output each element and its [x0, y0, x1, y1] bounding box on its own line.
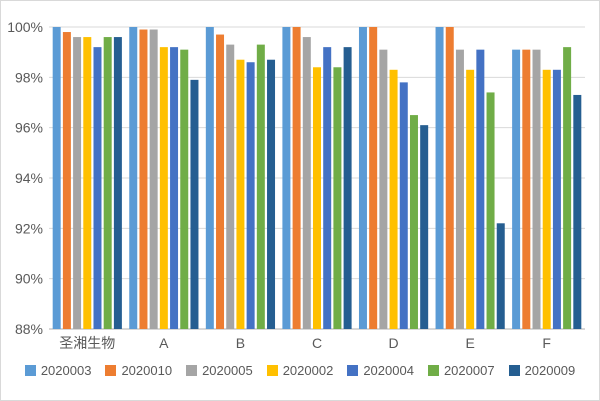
bar-2020005-C	[302, 37, 311, 330]
bar-2020002-D	[389, 69, 398, 330]
legend-label-2020009: 2020009	[524, 363, 576, 378]
legend-label-2020010: 2020010	[121, 363, 173, 378]
bar-2020005-B	[226, 44, 235, 329]
bar-2020009-C	[343, 47, 352, 330]
legend-swatch-2020009	[508, 365, 520, 376]
y-tick-label: 92%	[15, 220, 43, 236]
legend-swatch-2020007	[427, 365, 439, 376]
bar-2020007-A	[180, 49, 189, 330]
legend-label-2020002: 2020002	[282, 363, 334, 378]
legend-item-2020005: 2020005	[186, 363, 253, 378]
bar-2020003-A	[129, 27, 138, 329]
bar-2020004-A	[170, 47, 179, 330]
bar-2020007-F	[563, 47, 572, 330]
bar-2020009-F	[573, 94, 582, 329]
bar-2020003-E	[435, 27, 444, 329]
bar-2020003-D	[358, 27, 367, 329]
y-tick-label: 88%	[15, 321, 43, 337]
bar-2020002-A	[159, 47, 168, 330]
bar-2020004-B	[246, 62, 255, 329]
bar-2020005-E	[455, 49, 464, 330]
y-tick-label: 94%	[15, 170, 43, 186]
legend-label-2020007: 2020007	[443, 363, 495, 378]
legend-swatch-2020004	[347, 365, 359, 376]
category-label-F: F	[542, 335, 551, 351]
bar-2020004-C	[323, 47, 332, 330]
bar-2020010-E	[445, 27, 454, 329]
bar-2020005-A	[149, 29, 158, 330]
legend-label-2020004: 2020004	[363, 363, 414, 378]
bar-2020004-E	[476, 49, 485, 330]
bar-2020002-E	[466, 69, 475, 330]
category-label-D: D	[389, 335, 399, 351]
bar-2020010-B	[216, 34, 225, 330]
bar-2020002-F	[542, 69, 551, 330]
bar-2020009-B	[267, 59, 276, 329]
bar-2020007-D	[409, 115, 418, 329]
y-tick-label: 96%	[15, 120, 43, 136]
legend: 2020003 2020010 2020005 2020002 2020004 20200…	[1, 363, 599, 378]
bar-2020009-D	[420, 125, 429, 330]
bar-2020010-C	[292, 27, 301, 329]
legend-swatch-2020003	[24, 365, 36, 376]
bar-2020009-E	[496, 223, 505, 329]
bar-2020004-圣湘生物	[93, 47, 102, 330]
bar-2020005-D	[379, 49, 388, 330]
category-label-E: E	[465, 335, 474, 351]
bar-2020010-A	[139, 29, 148, 330]
y-tick-label: 100%	[7, 19, 43, 35]
category-label-圣湘生物: 圣湘生物	[59, 335, 115, 351]
bar-2020004-D	[399, 82, 408, 329]
bar-2020007-圣湘生物	[103, 37, 112, 330]
legend-swatch-2020010	[105, 365, 117, 376]
bar-2020009-圣湘生物	[113, 37, 122, 330]
legend-swatch-2020002	[266, 365, 278, 376]
bar-2020002-B	[236, 59, 245, 329]
bar-2020010-D	[369, 27, 378, 329]
bar-2020005-圣湘生物	[73, 37, 82, 330]
legend-item-2020009: 2020009	[508, 363, 576, 378]
legend-item-2020003: 2020003	[24, 363, 92, 378]
bar-2020003-F	[512, 49, 521, 330]
legend-label-2020005: 2020005	[202, 363, 253, 378]
bar-2020002-圣湘生物	[83, 37, 92, 330]
bar-2020004-F	[552, 69, 561, 330]
bar-2020003-C	[282, 27, 291, 329]
legend-item-2020002: 2020002	[266, 363, 334, 378]
bar-2020010-F	[522, 49, 531, 330]
plot-area: 88% 90% 92% 94% 96% 98% 100% 圣湘生物 A B C D E F	[7, 19, 585, 351]
bar-2020005-F	[532, 49, 541, 330]
bar-2020009-A	[190, 79, 199, 329]
category-label-B: B	[236, 335, 245, 351]
bar-2020007-C	[333, 67, 342, 330]
y-tick-label: 98%	[15, 69, 43, 85]
bar-2020010-圣湘生物	[62, 32, 71, 330]
category-label-C: C	[312, 335, 322, 351]
y-tick-label: 90%	[15, 271, 43, 287]
bar-2020002-C	[313, 67, 321, 330]
legend-swatch-2020005	[186, 365, 198, 376]
legend-item-2020010: 2020010	[105, 363, 172, 378]
legend-item-2020004: 2020004	[347, 363, 414, 378]
bar-2020007-B	[256, 44, 265, 329]
category-label-A: A	[159, 335, 169, 351]
legend-label-2020003: 2020003	[40, 363, 92, 378]
bar-2020003-B	[205, 27, 214, 329]
bar-2020007-E	[486, 92, 495, 329]
legend-item-2020007: 2020007	[427, 363, 495, 378]
bar-2020003-圣湘生物	[52, 27, 61, 329]
